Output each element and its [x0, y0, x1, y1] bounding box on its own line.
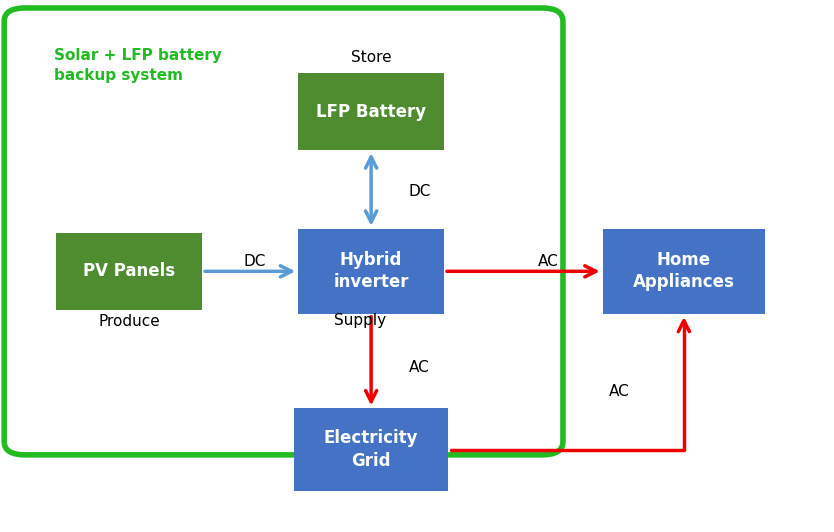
Text: DC: DC: [244, 254, 265, 269]
Text: DC: DC: [409, 184, 431, 199]
Text: Home
Appliances: Home Appliances: [633, 251, 735, 292]
Text: AC: AC: [538, 254, 559, 269]
Text: Solar + LFP battery
backup system: Solar + LFP battery backup system: [54, 48, 222, 82]
FancyBboxPatch shape: [4, 8, 563, 455]
Text: Supply: Supply: [334, 313, 385, 328]
Text: PV Panels: PV Panels: [83, 262, 175, 280]
Text: Store: Store: [351, 50, 391, 65]
Text: LFP Battery: LFP Battery: [316, 103, 426, 121]
Text: AC: AC: [409, 360, 430, 375]
FancyBboxPatch shape: [294, 409, 449, 491]
Text: AC: AC: [609, 384, 630, 398]
Text: Electricity
Grid: Electricity Grid: [324, 429, 419, 470]
FancyBboxPatch shape: [299, 73, 444, 150]
Text: Produce: Produce: [98, 314, 160, 329]
FancyBboxPatch shape: [299, 229, 444, 314]
Text: Hybrid
inverter: Hybrid inverter: [334, 251, 409, 292]
FancyBboxPatch shape: [602, 229, 765, 314]
FancyBboxPatch shape: [57, 233, 202, 310]
